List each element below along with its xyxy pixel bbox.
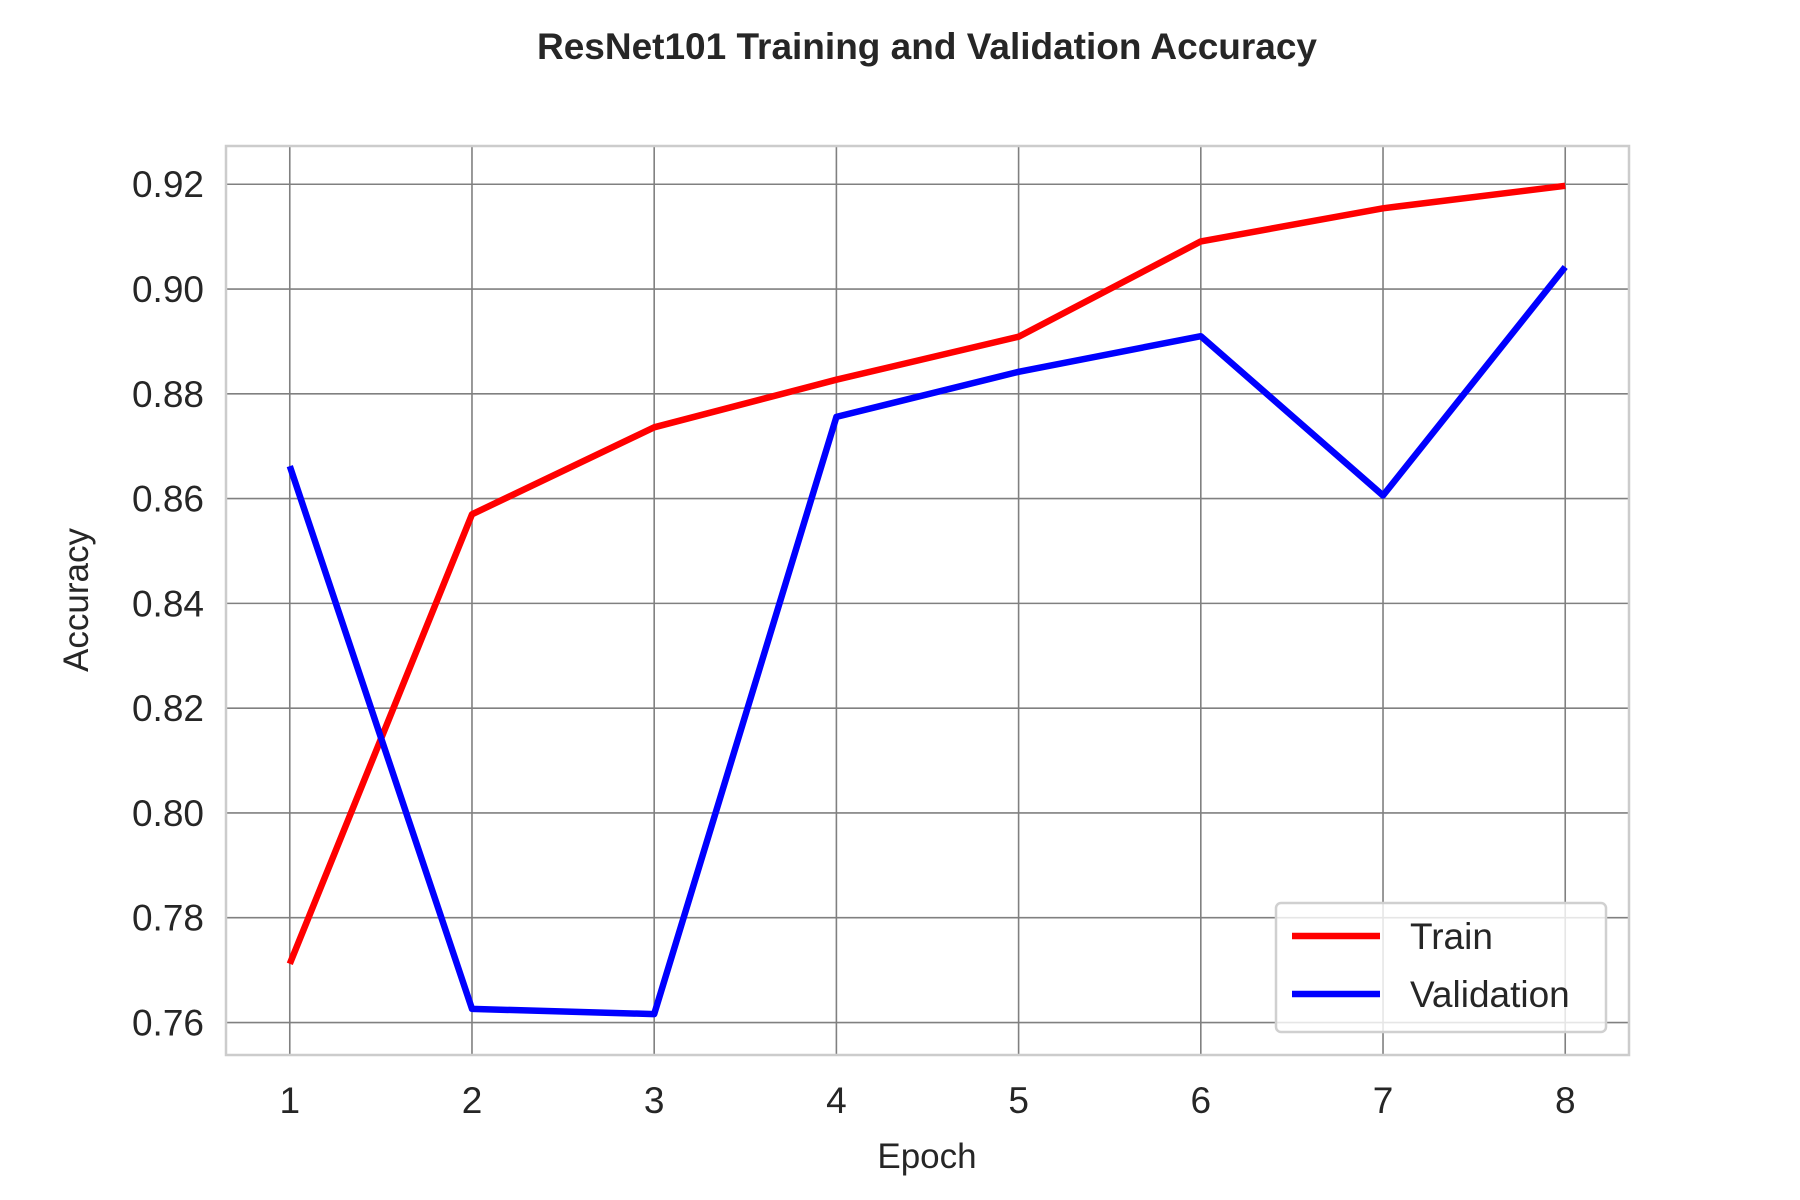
x-tick-label: 3 bbox=[644, 1080, 665, 1121]
x-tick-label: 8 bbox=[1555, 1080, 1576, 1121]
series-line-train bbox=[286, 182, 1566, 966]
y-axis-ticks: 0.76 0.78 0.80 0.82 0.84 0.86 0.88 0.90 0.92 bbox=[132, 164, 204, 1043]
legend-label-train: Train bbox=[1410, 916, 1493, 957]
chart-title: ResNet101 Training and Validation Accura… bbox=[537, 26, 1317, 67]
x-tick-label: 2 bbox=[462, 1080, 483, 1121]
x-axis-label: Epoch bbox=[877, 1137, 976, 1176]
y-tick-label: 0.80 bbox=[132, 793, 204, 834]
y-axis-label: Accuracy bbox=[57, 528, 96, 672]
x-tick-label: 5 bbox=[1008, 1080, 1029, 1121]
y-tick-label: 0.84 bbox=[132, 583, 204, 624]
x-axis-ticks: 1 2 3 4 5 6 7 8 bbox=[279, 1080, 1575, 1121]
y-tick-label: 0.88 bbox=[132, 374, 204, 415]
y-tick-label: 0.92 bbox=[132, 164, 204, 205]
plot-area-frame bbox=[224, 144, 1631, 1057]
legend-label-validation: Validation bbox=[1410, 974, 1570, 1015]
x-tick-label: 7 bbox=[1373, 1080, 1394, 1121]
y-tick-label: 0.86 bbox=[132, 479, 204, 520]
y-tick-label: 0.76 bbox=[132, 1003, 204, 1044]
series-lines bbox=[286, 182, 1568, 1018]
x-tick-label: 6 bbox=[1191, 1080, 1212, 1121]
y-tick-label: 0.90 bbox=[132, 269, 204, 310]
y-tick-label: 0.82 bbox=[132, 688, 204, 729]
grid bbox=[226, 146, 1629, 1055]
x-tick-label: 1 bbox=[279, 1080, 300, 1121]
x-tick-label: 4 bbox=[826, 1080, 847, 1121]
legend: Train Validation bbox=[1274, 901, 1608, 1034]
y-tick-label: 0.78 bbox=[132, 898, 204, 939]
series-line-validation bbox=[286, 264, 1568, 1018]
